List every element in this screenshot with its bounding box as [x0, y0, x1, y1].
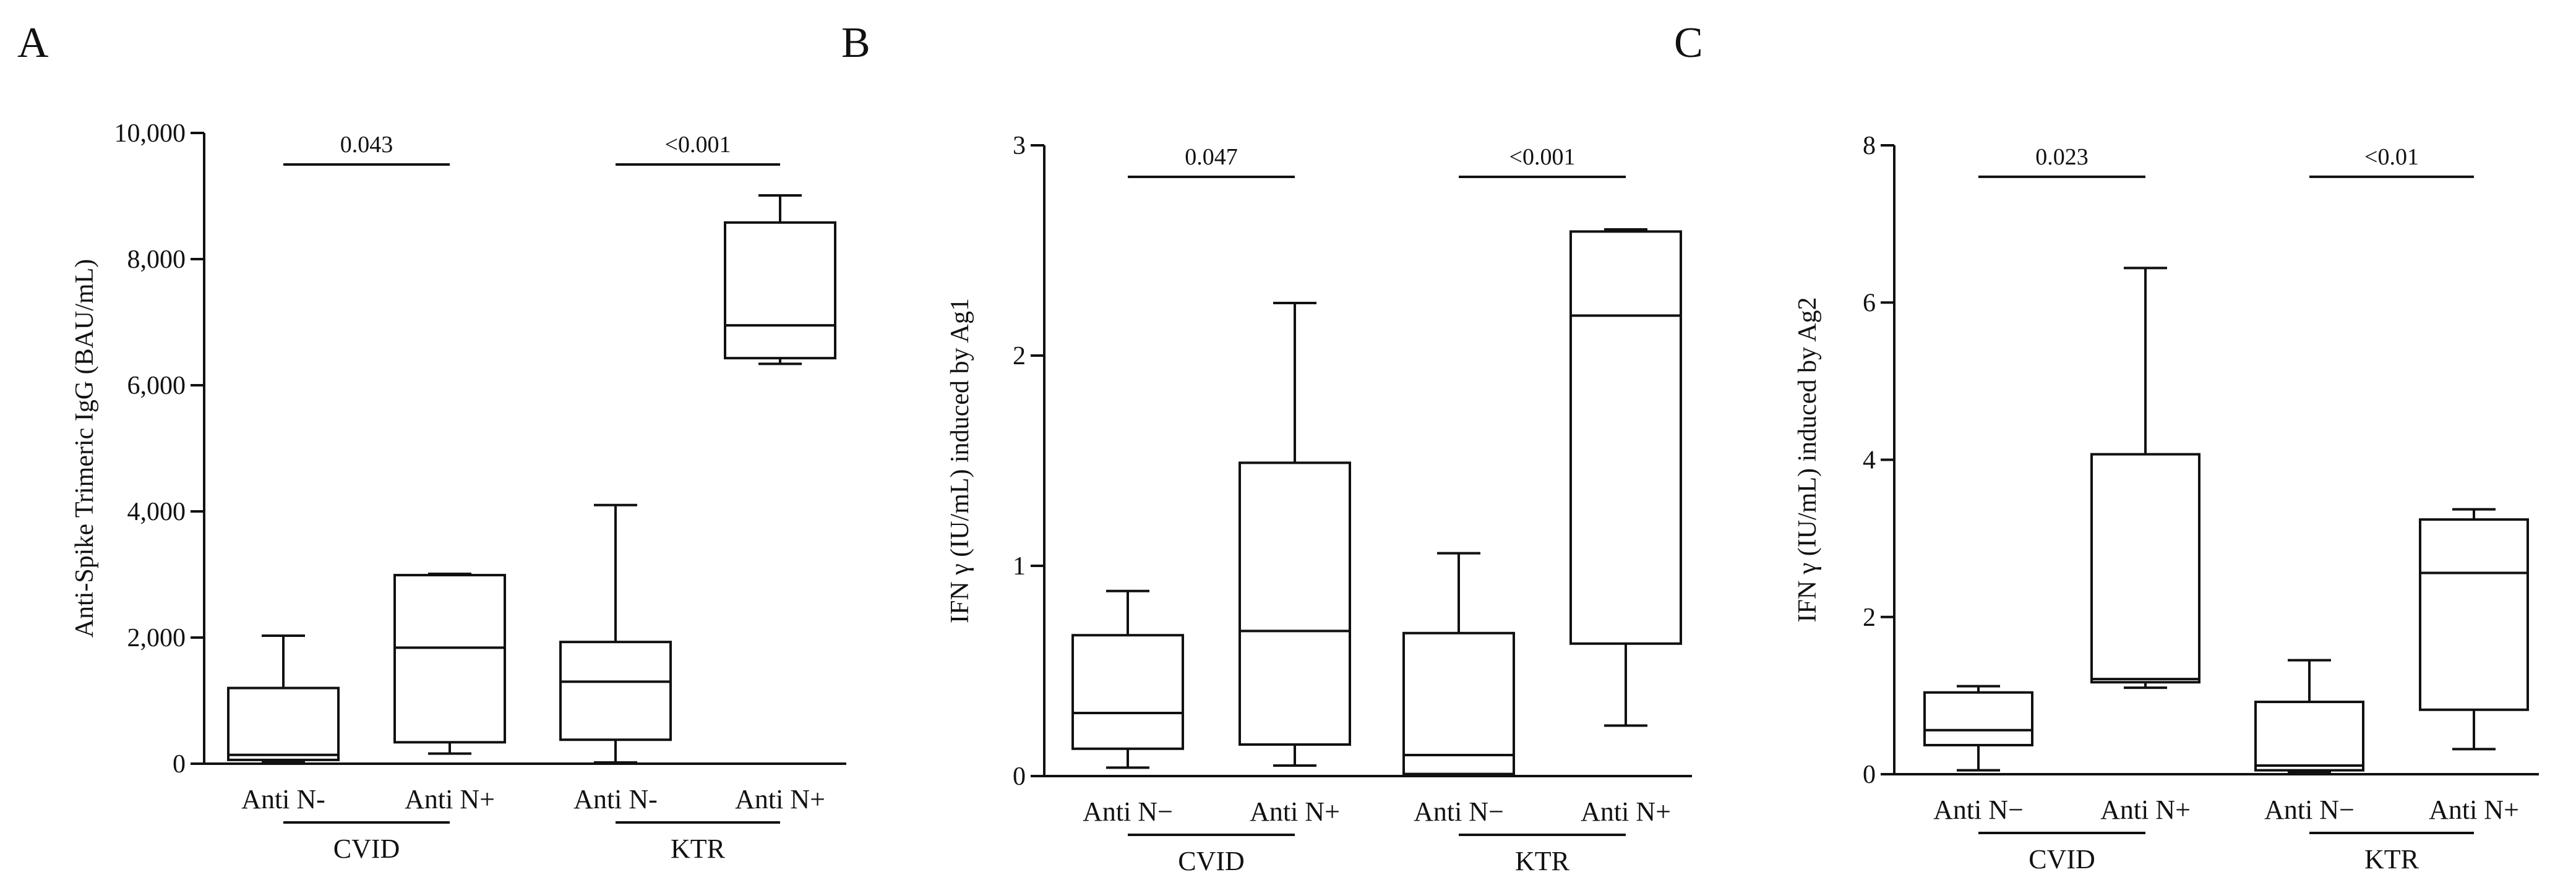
- panel-c-category-label: Anti N−: [1933, 795, 2024, 825]
- panel-a-box-iqr: [227, 686, 340, 761]
- panel-c-y-tick-label: 6: [1863, 289, 1876, 317]
- panel-b-y-tick-label: 3: [1013, 132, 1026, 160]
- panel-c-group-label: KTR: [2364, 844, 2419, 874]
- panel-a-box-iqr: [559, 641, 672, 741]
- panel-a-y-tick-label: 0: [173, 750, 186, 779]
- panel-b-box-iqr: [1071, 634, 1184, 750]
- panel-c-y-tick-label: 4: [1863, 446, 1876, 475]
- panel-c-box-iqr: [2254, 701, 2364, 772]
- panel-c-y-tick-label: 0: [1863, 761, 1876, 789]
- panel-c-p-value-label: <0.01: [2364, 144, 2419, 170]
- panel-c-y-tick-label: 2: [1863, 604, 1876, 632]
- panel-c-y-tick-label: 8: [1863, 132, 1876, 160]
- panel-b-y-tick-label: 1: [1013, 552, 1026, 581]
- panel-a-y-tick-label: 10,000: [114, 119, 186, 148]
- panel-b-y-tick-label: 2: [1013, 342, 1026, 370]
- panel-c-box-iqr: [1923, 691, 2033, 746]
- panel-b-category-label: Anti N−: [1083, 796, 1173, 827]
- panel-b-box-iqr: [1569, 230, 1682, 645]
- panel-a-group-label: CVID: [333, 834, 400, 864]
- panel-a-category-label: Anti N-: [573, 784, 658, 814]
- panel-b-box-iqr: [1402, 631, 1515, 775]
- panel-c-y-axis-title: IFN γ (IU/mL) induced by Ag2: [1793, 297, 1822, 623]
- panel-b-y-tick-label: 0: [1013, 762, 1026, 791]
- panel-c-chart: 0 2 4 6 8 IFN γ (IU/mL) induced by Ag2 Anti N−…: [1793, 132, 2539, 874]
- panel-a-p-value-label: 0.043: [340, 132, 393, 158]
- panel-a-category-label: Anti N+: [405, 784, 495, 814]
- panel-b-group-label: KTR: [1515, 846, 1570, 876]
- panel-a-y-axis-title: Anti-Spike Trimeric IgG (BAU/mL): [71, 259, 99, 638]
- panel-c-box-iqr: [2090, 453, 2200, 684]
- panel-b-category-label: Anti N+: [1581, 796, 1671, 827]
- panel-c-category-label: Anti N−: [2264, 795, 2355, 825]
- panel-b-p-value-label: <0.001: [1509, 144, 1576, 170]
- panel-a-chart: 0 2,000 4,000 6,000 8,000 10,000 Anti-Spike Tr…: [71, 119, 846, 864]
- panel-a-y-tick-label: 4,000: [127, 498, 186, 526]
- panel-label-c: C: [1674, 19, 1703, 67]
- panel-b-y-axis-title: IFN γ (IU/mL) induced by Ag1: [946, 298, 974, 623]
- panel-label-b: B: [841, 19, 870, 67]
- panel-c-group-label: CVID: [2029, 844, 2095, 874]
- panel-a-y-tick-label: 8,000: [127, 245, 186, 274]
- panel-label-a: A: [17, 19, 49, 67]
- panel-a-group-label: KTR: [671, 834, 726, 864]
- panel-a-category-label: Anti N+: [735, 784, 825, 814]
- panel-a-category-label: Anti N-: [241, 784, 325, 814]
- panel-a-y-tick-label: 6,000: [127, 372, 186, 400]
- panel-c-box-iqr: [2419, 518, 2529, 711]
- panel-c-category-label: Anti N+: [2100, 795, 2191, 825]
- panel-c-p-value-label: 0.023: [2035, 144, 2089, 170]
- panel-b-category-label: Anti N+: [1250, 796, 1340, 827]
- panel-b-category-label: Anti N−: [1414, 796, 1504, 827]
- panel-a-box-iqr: [724, 221, 836, 360]
- panel-a-box-iqr: [393, 574, 506, 744]
- panel-b-box-iqr: [1239, 461, 1351, 746]
- panel-b-chart: 0 1 2 3 IFN γ (IU/mL) induced by Ag1 Anti N− A…: [946, 132, 1692, 876]
- panel-c-category-label: Anti N+: [2429, 795, 2519, 825]
- panel-a-y-tick-label: 2,000: [127, 624, 186, 652]
- panel-a-p-value-label: <0.001: [665, 132, 731, 158]
- panel-b-group-label: CVID: [1178, 846, 1245, 876]
- panel-b-p-value-label: 0.047: [1185, 144, 1238, 170]
